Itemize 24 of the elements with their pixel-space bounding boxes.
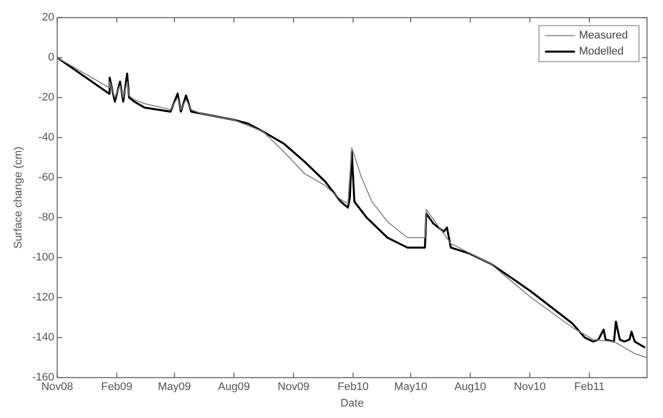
legend-label: Modelled xyxy=(579,46,624,58)
y-axis-title: Surface change (cm) xyxy=(12,146,25,249)
x-tick-label: Feb10 xyxy=(337,381,369,394)
x-tick-label: May10 xyxy=(394,381,428,394)
x-tick-label: Aug09 xyxy=(218,381,250,394)
y-tick-label: -80 xyxy=(38,212,54,224)
y-tick-label: -160 xyxy=(32,372,54,384)
x-tick-label: May09 xyxy=(158,381,191,394)
y-tick-label: 0 xyxy=(48,52,54,64)
x-tick-label: Feb11 xyxy=(574,381,605,394)
x-axis-title: Date xyxy=(340,397,364,410)
x-tick-label: Feb09 xyxy=(101,381,132,394)
y-tick-label: -140 xyxy=(32,332,54,344)
legend-label: Measured xyxy=(579,30,628,42)
y-tick-label: -40 xyxy=(38,132,54,144)
y-tick-label: -100 xyxy=(32,252,54,264)
y-tick-label: -20 xyxy=(38,92,54,104)
x-tick-label: Nov09 xyxy=(278,381,310,394)
y-tick-label: -120 xyxy=(32,292,54,304)
y-tick-label: -60 xyxy=(38,172,54,184)
y-tick-label: 20 xyxy=(42,12,54,24)
x-tick-label: Nov10 xyxy=(514,381,546,394)
x-tick-label: Nov08 xyxy=(41,381,74,394)
x-tick-label: Aug10 xyxy=(454,381,486,394)
